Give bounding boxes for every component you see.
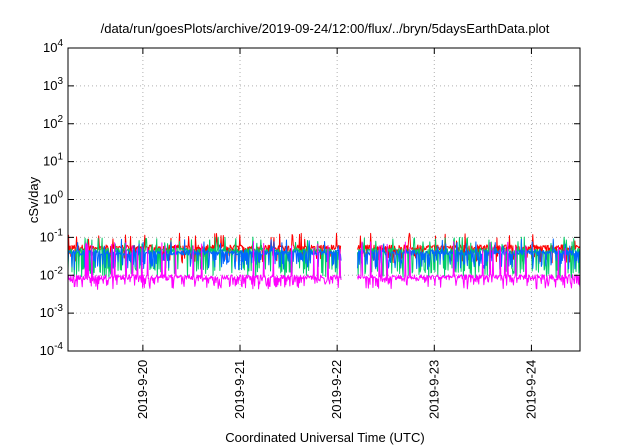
x-tick-label: 2019-9-24 (523, 360, 538, 419)
series-line-4 (357, 241, 581, 290)
y-tick-exponent: 2 (57, 114, 63, 125)
y-tick-base: 10 (40, 267, 54, 282)
x-tick-label: 2019-9-21 (232, 360, 247, 419)
x-tick-label: 2019-9-23 (426, 360, 441, 419)
series-group (67, 232, 581, 290)
plot-frame (67, 47, 581, 352)
y-tick-base: 10 (43, 192, 57, 207)
y-tick-base: 10 (43, 116, 57, 131)
y-tick-exponent: -1 (54, 227, 63, 238)
y-tick-exponent: -4 (54, 341, 63, 352)
y-tick-base: 10 (40, 229, 54, 244)
chart-title: /data/run/goesPlots/archive/2019-09-24/1… (101, 21, 550, 36)
grid (68, 47, 580, 352)
y-tick-label: 104 (43, 38, 63, 55)
y-tick-base: 10 (43, 154, 57, 169)
x-axis-label: Coordinated Universal Time (UTC) (225, 430, 424, 445)
y-tick-exponent: 0 (57, 190, 63, 201)
series-line-4 (67, 241, 342, 290)
x-tick-label: 2019-9-22 (329, 360, 344, 419)
x-tick-label: 2019-9-20 (135, 360, 150, 419)
y-tick-base: 10 (40, 343, 54, 358)
axes: 10-410-310-210-11001011021031042019-9-20… (40, 38, 580, 419)
y-tick-exponent: 1 (57, 152, 63, 163)
y-tick-label: 103 (43, 76, 63, 93)
y-tick-base: 10 (40, 305, 54, 320)
y-axis-label: cSv/day (26, 176, 41, 223)
y-tick-label: 102 (43, 114, 63, 131)
y-tick-exponent: 3 (57, 76, 63, 87)
y-tick-base: 10 (43, 78, 57, 93)
y-tick-label: 10-4 (40, 341, 64, 358)
y-tick-exponent: 4 (57, 38, 63, 49)
y-tick-label: 10-3 (40, 303, 64, 320)
y-tick-base: 10 (43, 40, 57, 55)
y-tick-label: 100 (43, 190, 63, 207)
y-tick-label: 10-2 (40, 265, 64, 282)
series-line-3 (67, 238, 342, 271)
y-tick-label: 10-1 (40, 227, 64, 244)
y-tick-exponent: -3 (54, 303, 63, 314)
y-tick-exponent: -2 (54, 265, 63, 276)
y-tick-label: 101 (43, 152, 63, 169)
series-line-3 (357, 238, 581, 270)
